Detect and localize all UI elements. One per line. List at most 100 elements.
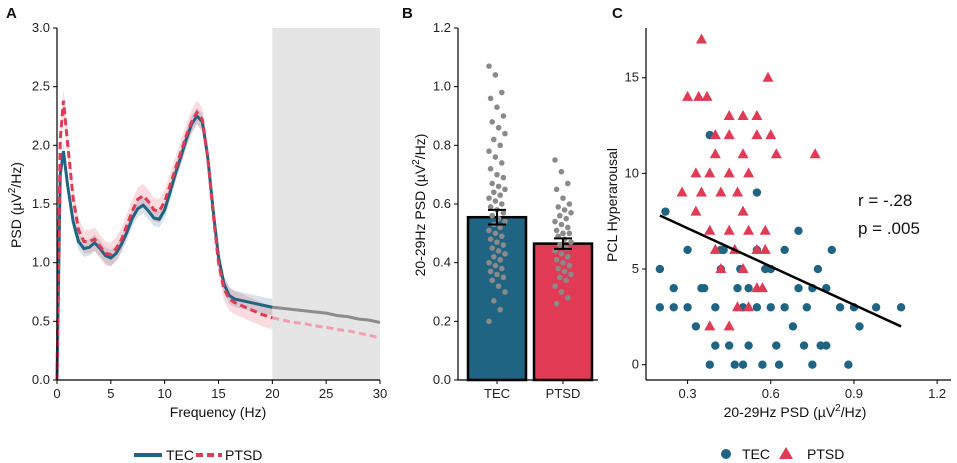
data-point-ptsd	[568, 271, 574, 278]
y-tick-label: 1.5	[32, 196, 50, 211]
scatter-point-tec	[744, 341, 753, 350]
data-point-tec	[486, 148, 492, 154]
scatter-point-tec	[711, 303, 720, 312]
panel-a-label: A	[6, 5, 17, 22]
scatter-point-tec	[669, 303, 678, 312]
scatter-point-ptsd	[756, 282, 768, 293]
scatter-point-tec	[683, 303, 692, 312]
data-point-ptsd	[560, 230, 566, 237]
data-point-tec	[492, 154, 499, 160]
data-point-tec	[499, 160, 505, 166]
scatter-point-ptsd	[704, 224, 716, 235]
scatter-point-ptsd	[765, 129, 777, 140]
bar-ptsd	[532, 242, 594, 382]
legend-tec-label: TEC	[166, 447, 194, 463]
data-point-tec	[500, 242, 507, 248]
data-point-tec	[497, 256, 504, 263]
y-tick-label: 0.0	[32, 372, 50, 387]
scatter-point-ptsd	[693, 90, 705, 101]
scatter-point-ptsd	[709, 129, 721, 140]
data-point-tec	[497, 224, 504, 231]
scatter-point-tec	[808, 360, 817, 369]
data-point-tec	[486, 259, 492, 266]
data-point-ptsd	[568, 239, 574, 245]
scatter-point-ptsd	[743, 224, 755, 235]
data-point-ptsd	[557, 212, 563, 219]
data-point-tec	[497, 192, 504, 198]
data-point-tec	[489, 212, 496, 219]
data-point-ptsd	[553, 256, 560, 263]
y-tick-label: 1.0	[433, 79, 451, 94]
scatter-point-tec	[827, 245, 836, 255]
series-line-ptsd-shaded	[272, 316, 381, 340]
x-tick-label: 0.9	[845, 386, 863, 401]
data-point-tec	[487, 95, 494, 102]
x-tick-label: 20	[265, 386, 279, 401]
data-point-ptsd	[561, 207, 568, 213]
data-point-ptsd	[565, 253, 571, 260]
scatter-point-ptsd	[709, 148, 721, 159]
y-tick-label: 1.2	[433, 20, 451, 35]
scatter-point-tec	[705, 360, 714, 369]
scatter-point-ptsd	[690, 205, 702, 216]
correlation-r: r = -.28	[858, 191, 912, 210]
data-point-tec	[494, 271, 500, 278]
scatter-point-tec	[758, 360, 767, 369]
scatter-point-ptsd	[723, 129, 735, 140]
panel-b-bar-chart: 0.0 0.2 0.4 0.6 0.8 1.0 1.2 TEC PTSD 20-29Hz PSD…	[411, 20, 598, 401]
scatter-point-ptsd	[695, 186, 707, 197]
data-point-ptsd	[558, 168, 565, 175]
data-point-ptsd	[561, 268, 568, 275]
scatter-point-tec	[896, 303, 906, 312]
data-point-ptsd	[558, 289, 565, 295]
confidence-band-ptsd	[60, 89, 273, 330]
scatter-point-ptsd	[732, 186, 743, 197]
data-point-ptsd	[560, 195, 566, 201]
scatter-point-tec	[813, 264, 823, 274]
x-tick-label: PTSD	[546, 386, 581, 401]
data-point-tec	[486, 227, 492, 234]
x-tick-label: 5	[107, 386, 114, 401]
legend-ptsd-label: PTSD	[225, 447, 262, 463]
data-point-ptsd	[558, 251, 565, 257]
data-point-ptsd	[557, 274, 563, 281]
data-point-tec	[499, 201, 505, 207]
data-point-tec	[489, 180, 496, 187]
data-point-ptsd	[565, 180, 571, 187]
series-line-tec	[55, 113, 273, 381]
y-tick-label: 2.0	[32, 137, 50, 152]
scatter-point-ptsd	[809, 148, 821, 159]
data-point-tec	[491, 298, 497, 304]
x-tick-label: 0	[53, 386, 60, 401]
legend-a: TEC PTSD	[134, 447, 262, 463]
data-point-tec	[491, 253, 497, 260]
data-point-tec	[495, 283, 502, 289]
data-point-ptsd	[566, 201, 573, 207]
scatter-point-ptsd	[709, 243, 721, 254]
scatter-point-tec	[752, 303, 762, 312]
x-axis-label: Frequency (Hz)	[170, 404, 266, 420]
y-tick-label: 0.5	[32, 313, 50, 328]
scatter-point-tec	[730, 360, 739, 369]
y-axis-label: 20-29Hz PSD (µV2/Hz)	[411, 134, 428, 277]
scatter-point-ptsd	[737, 263, 749, 274]
scatter-point-tec	[799, 341, 809, 350]
scatter-point-tec	[711, 341, 720, 350]
data-point-tec	[502, 218, 508, 225]
scatter-point-tec	[655, 303, 665, 312]
scatter-point-tec	[766, 303, 775, 312]
scatter-point-tec	[683, 245, 692, 255]
scatter-point-tec	[661, 207, 670, 216]
data-point-tec	[489, 119, 496, 125]
data-point-tec	[486, 63, 492, 69]
y-tick-label: 15	[625, 70, 639, 85]
scatter-point-tec	[655, 264, 665, 274]
series-line-tec-shaded	[272, 305, 381, 324]
y-tick-label: 1.0	[32, 255, 50, 270]
scatter-point-tec	[802, 303, 812, 312]
x-tick-label: 1.2	[928, 386, 946, 401]
data-point-ptsd	[568, 210, 574, 216]
scatter-point-ptsd	[676, 186, 688, 197]
y-tick-label: 3.0	[32, 20, 50, 35]
